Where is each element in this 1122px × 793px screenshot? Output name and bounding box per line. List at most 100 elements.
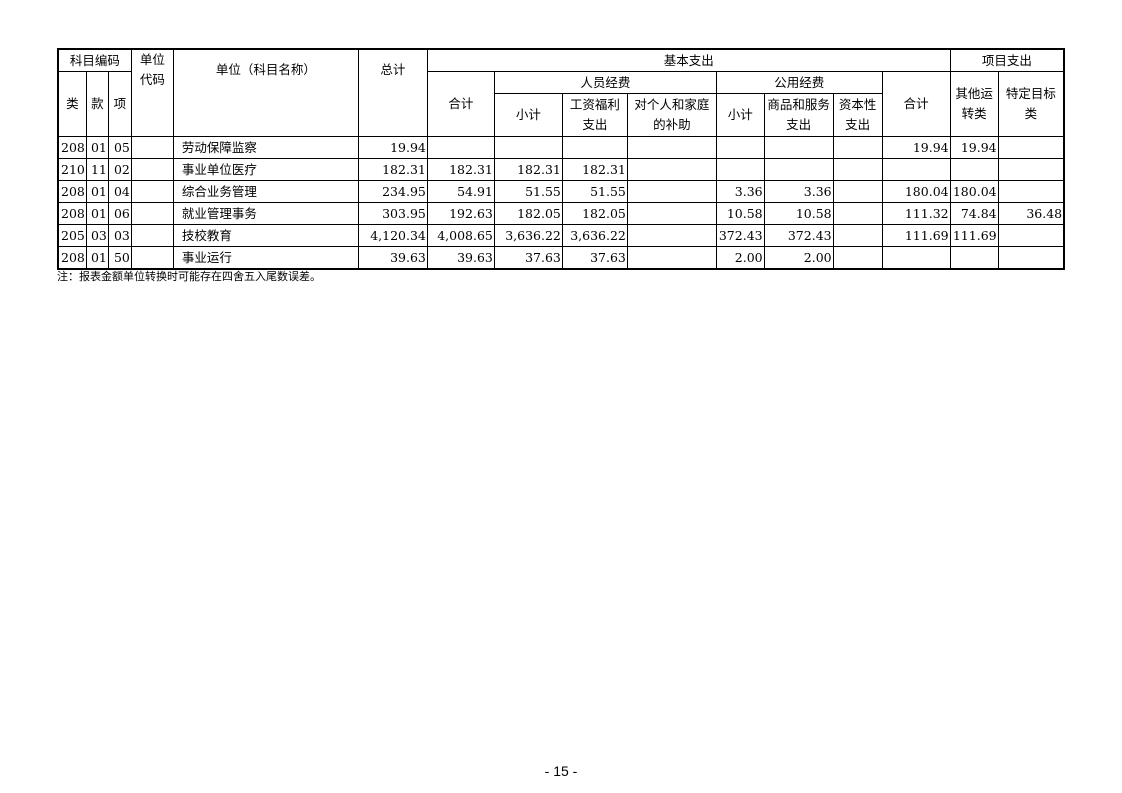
header-personnel-subtotal: 小计 — [493, 93, 563, 137]
cell-proj-total: 19.94 — [881, 136, 951, 159]
cell-p-sub: 51.55 — [493, 180, 563, 203]
cell-total: 4,120.34 — [357, 224, 428, 247]
cell-proj-total — [881, 246, 951, 270]
cell-xiang: 04 — [107, 180, 132, 203]
header-project-total: 合计 — [881, 71, 951, 137]
cell-subsidies — [626, 180, 717, 203]
cell-wages — [561, 136, 628, 159]
cell-other — [949, 158, 999, 181]
header-public: 公用经费 — [715, 71, 883, 94]
header-code-group: 科目编码 — [57, 48, 132, 72]
cell-basic-total: 4,008.65 — [426, 224, 495, 247]
header-goods: 商品和服务支出 — [763, 93, 834, 137]
cell-g-sub: 2.00 — [715, 246, 765, 270]
header-capital: 资本性支出 — [832, 93, 883, 137]
cell-p-sub: 3,636.22 — [493, 224, 563, 247]
page-number: - 15 - — [544, 763, 578, 779]
cell-basic-total — [426, 136, 495, 159]
cell-basic-total: 54.91 — [426, 180, 495, 203]
cell-total: 303.95 — [357, 202, 428, 225]
header-total: 总计 — [357, 48, 428, 137]
cell-lei: 208 — [57, 136, 87, 159]
cell-specific — [997, 246, 1065, 270]
header-basic-total: 合计 — [426, 71, 495, 137]
cell-p-sub — [493, 136, 563, 159]
cell-lei: 210 — [57, 158, 87, 181]
cell-total: 234.95 — [357, 180, 428, 203]
cell-lei: 208 — [57, 180, 87, 203]
cell-name: 事业单位医疗 — [172, 158, 359, 181]
cell-other — [949, 246, 999, 270]
cell-name: 综合业务管理 — [172, 180, 359, 203]
cell-kuan: 11 — [85, 158, 109, 181]
cell-capital — [832, 202, 883, 225]
cell-wages: 3,636.22 — [561, 224, 628, 247]
cell-g-sub: 372.43 — [715, 224, 765, 247]
cell-subsidies — [626, 158, 717, 181]
cell-code — [130, 246, 174, 270]
cell-wages: 51.55 — [561, 180, 628, 203]
cell-kuan: 01 — [85, 136, 109, 159]
cell-other: 180.04 — [949, 180, 999, 203]
cell-code — [130, 202, 174, 225]
table-row: 208 01 05 劳动保障监察 19.94 19.94 19.94 — [57, 136, 1065, 159]
cell-lei: 208 — [57, 246, 87, 270]
cell-code — [130, 180, 174, 203]
cell-capital — [832, 180, 883, 203]
cell-goods — [763, 158, 834, 181]
cell-goods: 10.58 — [763, 202, 834, 225]
table-row: 210 11 02 事业单位医疗 182.31 182.31 182.31 182.31 — [57, 158, 1065, 181]
cell-capital — [832, 246, 883, 270]
cell-capital — [832, 158, 883, 181]
cell-subsidies — [626, 136, 717, 159]
cell-capital — [832, 224, 883, 247]
cell-proj-total — [881, 158, 951, 181]
cell-subsidies — [626, 224, 717, 247]
header-wages: 工资福利支出 — [561, 93, 628, 137]
cell-kuan: 01 — [85, 180, 109, 203]
cell-total: 19.94 — [357, 136, 428, 159]
header-subsidies: 对个人和家庭的补助 — [626, 93, 717, 137]
header-kuan: 款 — [85, 71, 109, 137]
cell-capital — [832, 136, 883, 159]
header-basic: 基本支出 — [426, 48, 951, 72]
cell-xiang: 06 — [107, 202, 132, 225]
table-row: 208 01 50 事业运行 39.63 39.63 37.63 37.63 2.00 2.00 — [57, 246, 1065, 270]
cell-code — [130, 158, 174, 181]
cell-name: 事业运行 — [172, 246, 359, 270]
cell-basic-total: 182.31 — [426, 158, 495, 181]
cell-lei: 205 — [57, 224, 87, 247]
cell-subsidies — [626, 202, 717, 225]
cell-proj-total: 180.04 — [881, 180, 951, 203]
cell-other: 19.94 — [949, 136, 999, 159]
cell-goods: 2.00 — [763, 246, 834, 270]
cell-specific: 36.48 — [997, 202, 1065, 225]
header-project: 项目支出 — [949, 48, 1065, 72]
cell-goods: 372.43 — [763, 224, 834, 247]
expenditure-table: 科目编码 单位代码 单位（科目名称） 总计 基本支出 项目支出 类 款 项 合计… — [57, 48, 1066, 270]
header-personnel: 人员经费 — [493, 71, 717, 94]
cell-specific — [997, 224, 1065, 247]
header-other-transfer: 其他运转类 — [949, 71, 999, 137]
header-xiang: 项 — [107, 71, 132, 137]
cell-xiang: 02 — [107, 158, 132, 181]
header-unit-code: 单位代码 — [130, 48, 174, 137]
cell-total: 182.31 — [357, 158, 428, 181]
cell-p-sub: 182.31 — [493, 158, 563, 181]
cell-goods — [763, 136, 834, 159]
cell-name: 就业管理事务 — [172, 202, 359, 225]
cell-xiang: 03 — [107, 224, 132, 247]
cell-xiang: 50 — [107, 246, 132, 270]
cell-wages: 37.63 — [561, 246, 628, 270]
cell-subsidies — [626, 246, 717, 270]
cell-p-sub: 37.63 — [493, 246, 563, 270]
table-row: 208 01 04 综合业务管理 234.95 54.91 51.55 51.55 3.36 3.… — [57, 180, 1065, 203]
cell-p-sub: 182.05 — [493, 202, 563, 225]
footnote: 注：报表金额单位转换时可能存在四舍五入尾数误差。 — [57, 270, 321, 283]
header-specific: 特定目标类 — [997, 71, 1065, 137]
cell-proj-total: 111.69 — [881, 224, 951, 247]
header-public-subtotal: 小计 — [715, 93, 765, 137]
header-lei: 类 — [57, 71, 87, 137]
cell-g-sub — [715, 158, 765, 181]
cell-wages: 182.05 — [561, 202, 628, 225]
